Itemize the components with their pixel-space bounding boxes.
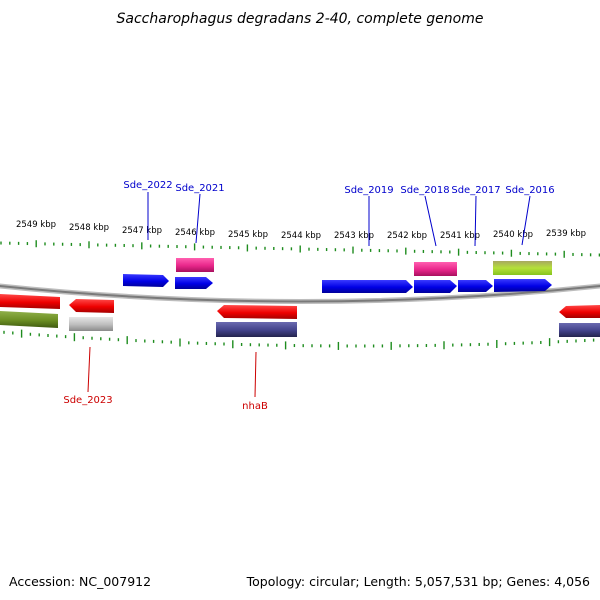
map-title: Saccharophagus degradans 2-40, complete … bbox=[117, 11, 484, 27]
position-ruler bbox=[0, 240, 600, 350]
leader-line bbox=[474, 195, 477, 247]
feature-box[interactable] bbox=[559, 323, 600, 337]
ruler-label: 2539 kbp bbox=[546, 229, 586, 239]
gene-arrow[interactable] bbox=[69, 299, 114, 313]
feature-box[interactable] bbox=[414, 262, 457, 276]
gene-arrow[interactable] bbox=[0, 294, 60, 309]
gene-arrow[interactable] bbox=[494, 279, 552, 292]
gene-label-nhab[interactable]: nhaB bbox=[242, 401, 268, 412]
ruler-label: 2542 kbp bbox=[387, 231, 427, 241]
gene-labels: Sde_2022 Sde_2021 Sde_2019 Sde_2018 Sde_… bbox=[63, 180, 554, 412]
ruler-label: 2544 kbp bbox=[281, 231, 321, 241]
ruler-label: 2541 kbp bbox=[440, 231, 480, 241]
ruler-label: 2545 kbp bbox=[228, 230, 268, 240]
leader-line bbox=[254, 351, 257, 398]
genome-backbone-core bbox=[0, 285, 600, 303]
ruler-labels: 2549 kbp 2548 kbp 2547 kbp 2546 kbp 2545… bbox=[16, 220, 586, 241]
gene-arrow[interactable] bbox=[175, 277, 213, 289]
gene-label-sde-2018[interactable]: Sde_2018 bbox=[400, 185, 449, 196]
ruler-label: 2548 kbp bbox=[69, 223, 109, 233]
gene-arrow[interactable] bbox=[0, 311, 58, 328]
label-leaders bbox=[87, 192, 531, 398]
feature-box[interactable] bbox=[493, 261, 552, 275]
gene-arrow[interactable] bbox=[123, 274, 169, 287]
accession-text: Accession: NC_007912 bbox=[9, 574, 151, 589]
ruler-label: 2549 kbp bbox=[16, 220, 56, 230]
ruler-label: 2547 kbp bbox=[122, 226, 162, 236]
gene-label-sde-2016[interactable]: Sde_2016 bbox=[505, 185, 554, 196]
gene-arrow[interactable] bbox=[559, 305, 600, 318]
gene-arrow[interactable] bbox=[322, 280, 413, 293]
leader-line bbox=[424, 195, 437, 247]
leader-line bbox=[521, 195, 531, 246]
genome-summary-text: Topology: circular; Length: 5,057,531 bp… bbox=[246, 574, 590, 589]
ruler-label: 2546 kbp bbox=[175, 228, 215, 238]
reverse-strand-features bbox=[0, 294, 600, 337]
gene-label-sde-2021[interactable]: Sde_2021 bbox=[175, 183, 224, 194]
ruler-label: 2543 kbp bbox=[334, 231, 374, 241]
ruler-label: 2540 kbp bbox=[493, 230, 533, 240]
gene-label-sde-2023[interactable]: Sde_2023 bbox=[63, 395, 112, 406]
feature-box[interactable] bbox=[176, 258, 214, 272]
leader-line bbox=[195, 193, 201, 244]
gene-arrow[interactable] bbox=[458, 280, 493, 292]
gene-label-sde-2019[interactable]: Sde_2019 bbox=[344, 185, 393, 196]
forward-strand-features bbox=[123, 258, 552, 293]
feature-box[interactable] bbox=[69, 317, 113, 331]
gene-arrow[interactable] bbox=[414, 280, 457, 293]
leader-line bbox=[87, 346, 91, 393]
gene-label-sde-2022[interactable]: Sde_2022 bbox=[123, 180, 172, 191]
gene-label-sde-2017[interactable]: Sde_2017 bbox=[451, 185, 500, 196]
feature-box[interactable] bbox=[216, 322, 297, 337]
gene-arrow[interactable] bbox=[217, 305, 297, 319]
